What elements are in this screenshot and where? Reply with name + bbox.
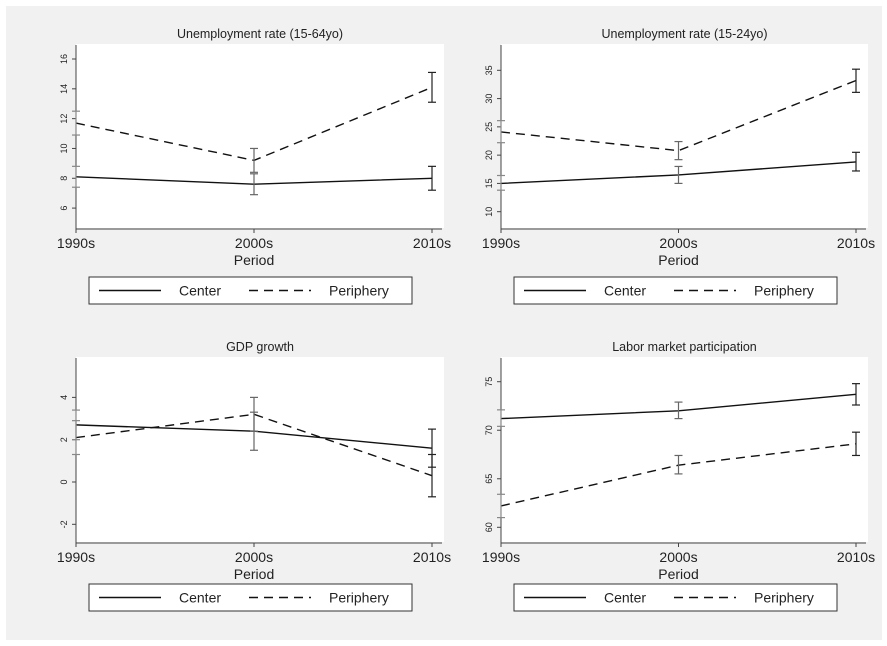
x-tick-label: 2000s [659,549,697,565]
y-tick-label: 35 [484,65,494,75]
y-tick-label: 6 [59,206,69,211]
legend-label: Center [179,590,221,606]
legend-label: Periphery [329,283,389,299]
error-bar [497,174,505,191]
error-bar [250,396,258,432]
error-bar [250,147,258,173]
error-bar [250,173,258,196]
legend-label: Center [604,590,646,606]
chart-grid: Unemployment rate (15-64yo) 6 8 10 12 14 16 199… [57,27,875,612]
chart-title: Unemployment rate (15-24yo) [601,27,767,41]
legend: Center Periphery [513,583,838,612]
error-bar [72,110,80,136]
figure-panel: Unemployment rate (15-64yo) 6 8 10 12 14 16 199… [6,6,882,640]
y-tick-label: 4 [59,395,69,400]
y-tick-label: 15 [484,178,494,188]
y-tick-label: 0 [59,479,69,484]
y-tick-label: 20 [484,150,494,160]
legend: Center Periphery [513,276,838,305]
legend-label: Periphery [329,590,389,606]
chart-title: Labor market participation [612,340,757,354]
error-bar [674,140,683,161]
error-bar [674,401,683,420]
legend: Center Periphery [88,276,413,305]
error-bar [72,420,80,456]
x-axis-label: Period [234,566,274,582]
y-tick-label: 25 [484,122,494,132]
y-tick-label: 16 [59,54,69,64]
y-tick-label: 14 [59,84,69,94]
y-tick-label: 75 [484,377,494,387]
legend-label: Periphery [754,590,814,606]
legend-label: Periphery [754,283,814,299]
error-bar [674,165,683,185]
y-tick-label: 10 [484,207,494,217]
plot-area [76,44,444,228]
error-bar [428,453,436,498]
y-tick-label: 60 [484,522,494,532]
error-bar [674,454,683,475]
x-tick-label: 1990s [482,235,520,251]
error-bar [497,120,505,144]
y-tick-label: -2 [59,520,69,528]
y-tick-label: 10 [59,143,69,153]
x-tick-label: 2000s [235,549,273,565]
chart-panel-1: Unemployment rate (15-64yo) 6 8 10 12 14 16 199… [57,27,451,305]
x-tick-label: 2010s [837,549,875,565]
error-bar [852,68,860,93]
error-bar [72,165,80,188]
error-bar [428,71,436,103]
chart-title: GDP growth [226,340,294,354]
x-axis-label: Period [658,566,698,582]
plot-area [501,44,868,228]
series-line-periphery [75,413,433,477]
chart-panel-4: Labor market participation 60 65 70 75 1990s 2… [482,340,875,612]
x-tick-label: 1990s [57,235,95,251]
y-tick-label: 2 [59,437,69,442]
y-tick-label: 65 [484,474,494,484]
error-bar [497,409,505,427]
plot-area [76,357,444,542]
error-bar [852,383,860,406]
x-tick-label: 1990s [57,549,95,565]
error-bar [497,493,505,519]
y-tick-label: 8 [59,176,69,181]
x-tick-label: 1990s [482,549,520,565]
x-tick-label: 2000s [659,235,697,251]
x-axis-label: Period [234,252,274,268]
series-line-periphery [500,79,857,152]
legend: Center Periphery [88,583,413,612]
x-tick-label: 2000s [235,235,273,251]
y-tick-label: 12 [59,114,69,124]
legend-label: Center [179,283,221,299]
x-axis-label: Period [658,252,698,268]
error-bar [852,151,860,172]
legend-label: Center [604,283,646,299]
plot-area [501,357,868,542]
y-tick-label: 30 [484,94,494,104]
x-tick-label: 2010s [837,235,875,251]
y-tick-label: 70 [484,425,494,435]
error-bar [852,431,860,457]
error-bar [428,165,436,191]
chart-title: Unemployment rate (15-64yo) [177,27,343,41]
x-tick-label: 2010s [413,549,451,565]
x-tick-label: 2010s [413,235,451,251]
chart-panel-2: Unemployment rate (15-24yo) 10 15 20 25 30 35 1… [482,27,875,305]
